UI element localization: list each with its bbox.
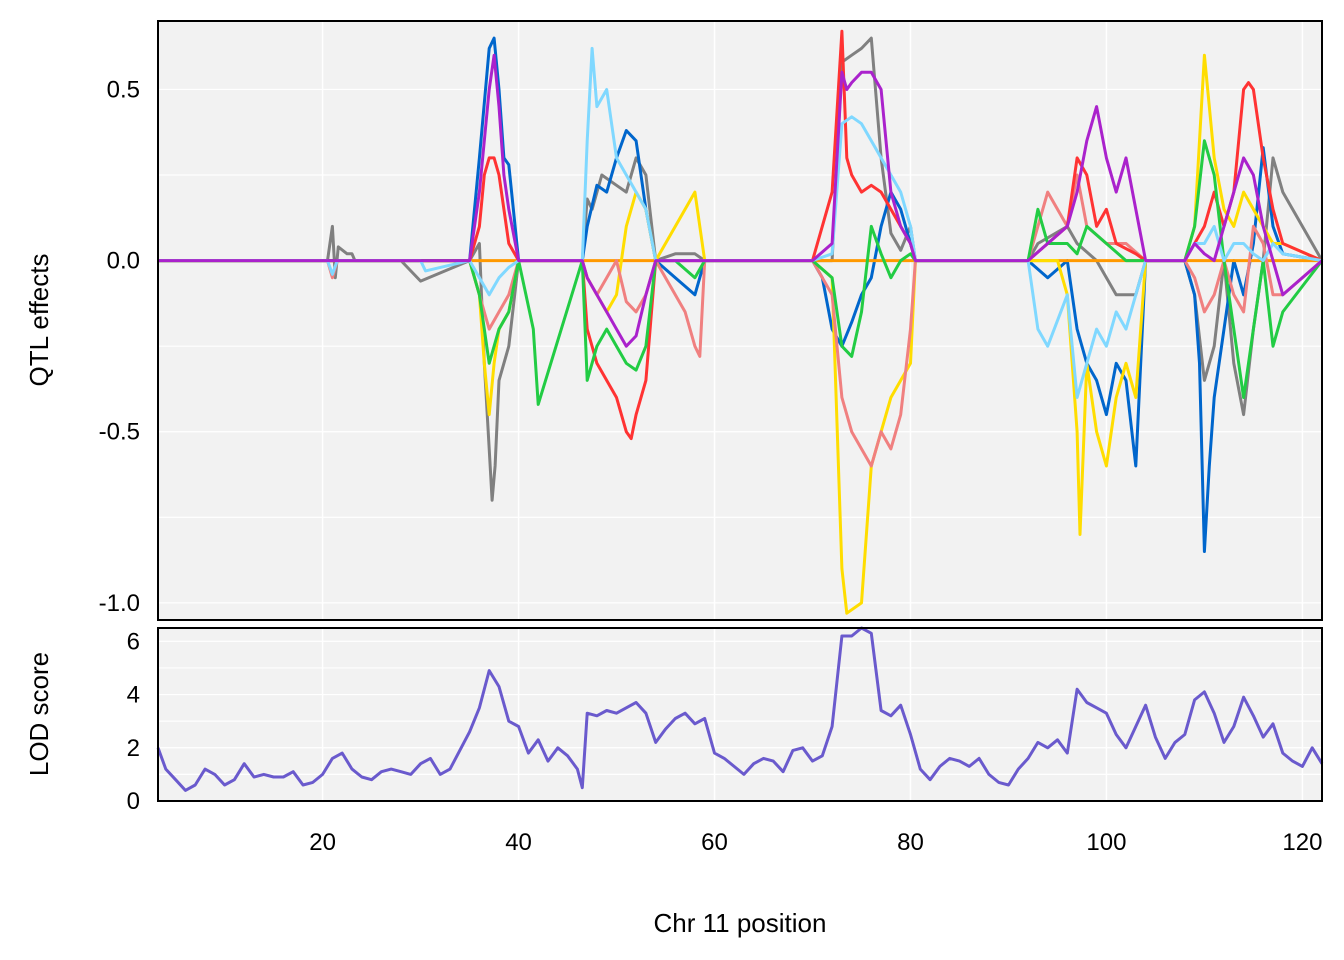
x-axis-label: Chr 11 position (654, 908, 827, 938)
effects-series-line-7 (158, 46, 1323, 399)
effects-y-axis-label: QTL effects (24, 254, 54, 387)
effects-y-tick-label: -1.0 (99, 590, 140, 617)
effects-series-line-6 (158, 139, 1324, 406)
effects-panel-frame (157, 20, 1323, 621)
effects-panel-background (158, 21, 1322, 620)
lod-y-ticks: 0 2 4 6 (127, 628, 140, 815)
x-tick-label: 60 (701, 829, 728, 856)
lod-y-tick-label: 0 (127, 788, 140, 815)
effects-series-line-1 (158, 36, 1323, 553)
effects-series (158, 29, 1324, 615)
effects-y-tick-label: 0.5 (107, 76, 140, 103)
x-tick-label: 40 (505, 829, 532, 856)
x-tick-label: 80 (897, 829, 924, 856)
x-tick-label: 20 (309, 829, 336, 856)
lod-y-axis-label: LOD score (24, 652, 54, 776)
effects-series-line-8 (158, 53, 1323, 348)
x-tick-label: 100 (1086, 829, 1126, 856)
effects-panel: 0.5 0.0 -0.5 -1.0 QTL effects (24, 20, 1324, 621)
lod-panel: 0 2 4 6 20 40 60 80 100 120 LOD score Chr 11 pos… (24, 626, 1324, 938)
x-axis-ticks: 20 40 60 80 100 120 (309, 829, 1322, 856)
lod-series-line-0 (156, 626, 1324, 792)
lod-y-tick-label: 2 (127, 735, 140, 762)
lod-panel-frame (157, 627, 1323, 802)
lod-y-tick-label: 4 (127, 682, 140, 709)
effects-y-tick-label: 0.0 (107, 248, 140, 275)
lod-y-tick-label: 6 (127, 628, 140, 655)
lod-series (156, 626, 1324, 792)
effects-y-ticks: 0.5 0.0 -0.5 -1.0 (99, 76, 140, 616)
effects-y-tick-label: -0.5 (99, 419, 140, 446)
x-tick-label: 120 (1282, 829, 1322, 856)
